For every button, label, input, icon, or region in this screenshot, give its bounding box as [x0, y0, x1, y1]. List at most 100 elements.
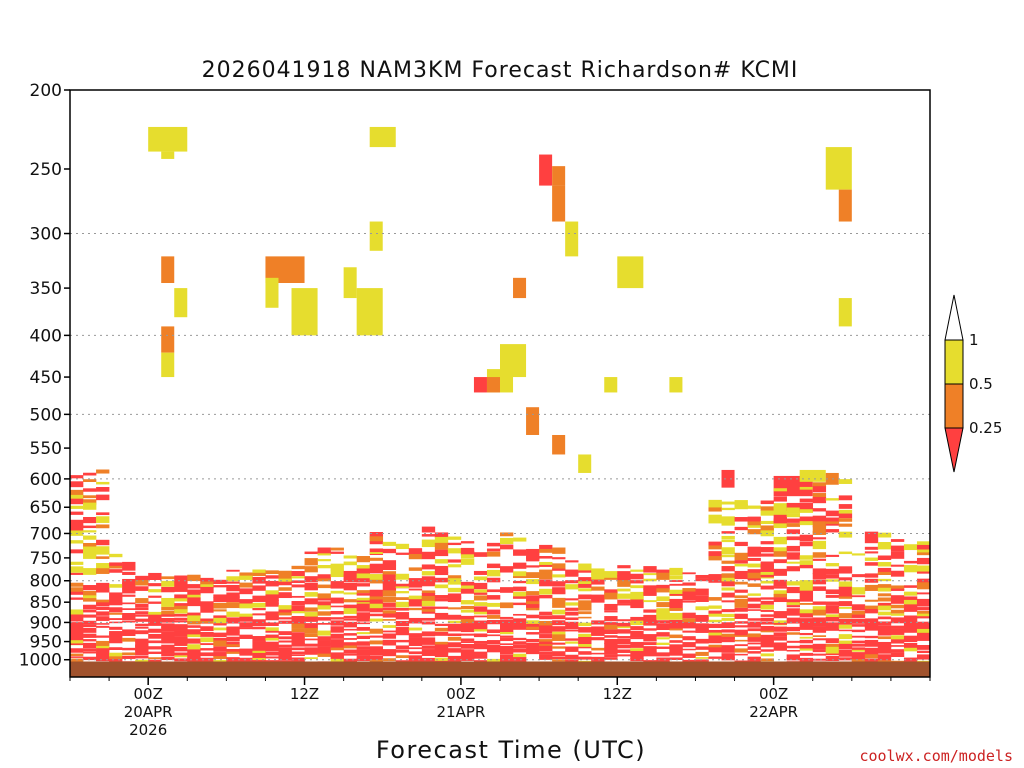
heatmap-cell: [877, 633, 892, 636]
heatmap-cell: [552, 547, 566, 554]
heatmap-cell: [825, 638, 840, 644]
heatmap-cell: [734, 660, 748, 662]
heatmap-cell: [799, 469, 826, 482]
heatmap-cell: [330, 605, 344, 608]
heatmap-cell: [447, 636, 462, 641]
heatmap-cell: [421, 600, 436, 607]
heatmap-cell: [539, 594, 553, 599]
heatmap-cell: [226, 611, 240, 617]
heatmap-cell: [187, 615, 201, 622]
y-tick-label: 200: [30, 81, 62, 101]
heatmap-cell: [513, 580, 527, 584]
heatmap-cell: [526, 651, 540, 655]
heatmap-cell: [916, 607, 931, 611]
heatmap-cell: [916, 632, 931, 637]
heatmap-cell: [447, 578, 462, 585]
heatmap-cell: [851, 652, 866, 658]
heatmap-cell: [83, 651, 97, 654]
heatmap-cell: [799, 613, 814, 618]
heatmap-cell: [552, 563, 566, 570]
heatmap-cell: [83, 516, 97, 524]
heatmap-cell: [721, 600, 735, 603]
heatmap-cell: [903, 638, 918, 643]
heatmap-cell: [265, 627, 279, 632]
heatmap-cell: [460, 615, 475, 622]
heatmap-cell: [330, 626, 344, 631]
heatmap-cell: [734, 598, 748, 604]
heatmap-cell: [434, 549, 449, 557]
heatmap-cell: [734, 607, 748, 612]
heatmap-cell: [539, 154, 553, 186]
legend-swatch-red: [944, 427, 964, 473]
heatmap-cell: [903, 591, 918, 596]
heatmap-cell: [304, 598, 318, 605]
heatmap-cell: [252, 657, 266, 661]
heatmap-cell: [317, 584, 331, 589]
heatmap-cell: [734, 635, 748, 637]
heatmap-cell: [617, 629, 631, 634]
heatmap-cell: [760, 614, 774, 617]
heatmap-cell: [864, 639, 879, 645]
heatmap-cell: [96, 481, 110, 485]
heatmap-cell: [656, 646, 670, 649]
heatmap-cell: [851, 629, 866, 633]
heatmap-cell: [539, 588, 553, 595]
heatmap-cell: [799, 623, 814, 630]
heatmap-cell: [643, 660, 657, 662]
heatmap-cell: [565, 221, 579, 257]
heatmap-cell: [486, 563, 501, 569]
heatmap-cell: [265, 630, 279, 633]
heatmap-cell: [825, 529, 840, 533]
heatmap-cell: [486, 569, 501, 577]
heatmap-cell: [174, 587, 188, 592]
heatmap-cell: [682, 595, 696, 601]
heatmap-cell: [604, 624, 618, 630]
heatmap-cell: [682, 618, 696, 625]
heatmap-cell: [799, 602, 814, 605]
heatmap-cell: [890, 604, 905, 609]
heatmap-cell: [656, 642, 670, 645]
heatmap-cell: [708, 619, 722, 623]
heatmap-cell: [226, 581, 240, 584]
heatmap-cell: [395, 591, 410, 594]
heatmap-cell: [838, 523, 853, 527]
heatmap-cell: [903, 596, 918, 603]
heatmap-cell: [70, 481, 84, 488]
heatmap-cell: [473, 640, 488, 644]
heatmap-cell: [369, 596, 384, 603]
heatmap-cell: [96, 516, 110, 523]
heatmap-cell: [161, 326, 175, 353]
heatmap-cell: [213, 627, 227, 631]
heatmap-cell: [734, 570, 748, 578]
heatmap-cell: [421, 649, 436, 654]
heatmap-cell: [786, 608, 800, 615]
heatmap-cell: [187, 649, 201, 655]
heatmap-cell: [96, 635, 110, 638]
heatmap-cell: [617, 582, 631, 587]
heatmap-cell: [916, 598, 931, 606]
heatmap-cell: [747, 618, 761, 621]
heatmap-cell: [773, 559, 787, 564]
heatmap-cell: [773, 583, 787, 587]
heatmap-cell: [369, 569, 384, 574]
heatmap-cell: [825, 605, 840, 609]
heatmap-cell: [226, 631, 240, 636]
heatmap-cell: [161, 580, 175, 587]
heatmap-cell: [773, 547, 787, 553]
heatmap-cell: [591, 647, 605, 651]
heatmap-cell: [721, 566, 735, 572]
heatmap-cell: [83, 609, 97, 613]
heatmap-cell: [161, 644, 175, 651]
heatmap-cell: [135, 641, 149, 647]
heatmap-cell: [343, 592, 357, 595]
heatmap-cell: [773, 586, 787, 589]
heatmap-cell: [421, 539, 436, 548]
heatmap-cell: [838, 613, 853, 619]
heatmap-cell: [591, 629, 605, 636]
heatmap-cell: [252, 636, 266, 642]
heatmap-cell: [682, 582, 696, 586]
heatmap-cell: [473, 595, 488, 601]
heatmap-cell: [539, 620, 553, 627]
heatmap-cell: [513, 277, 527, 299]
heatmap-cell: [539, 651, 553, 655]
